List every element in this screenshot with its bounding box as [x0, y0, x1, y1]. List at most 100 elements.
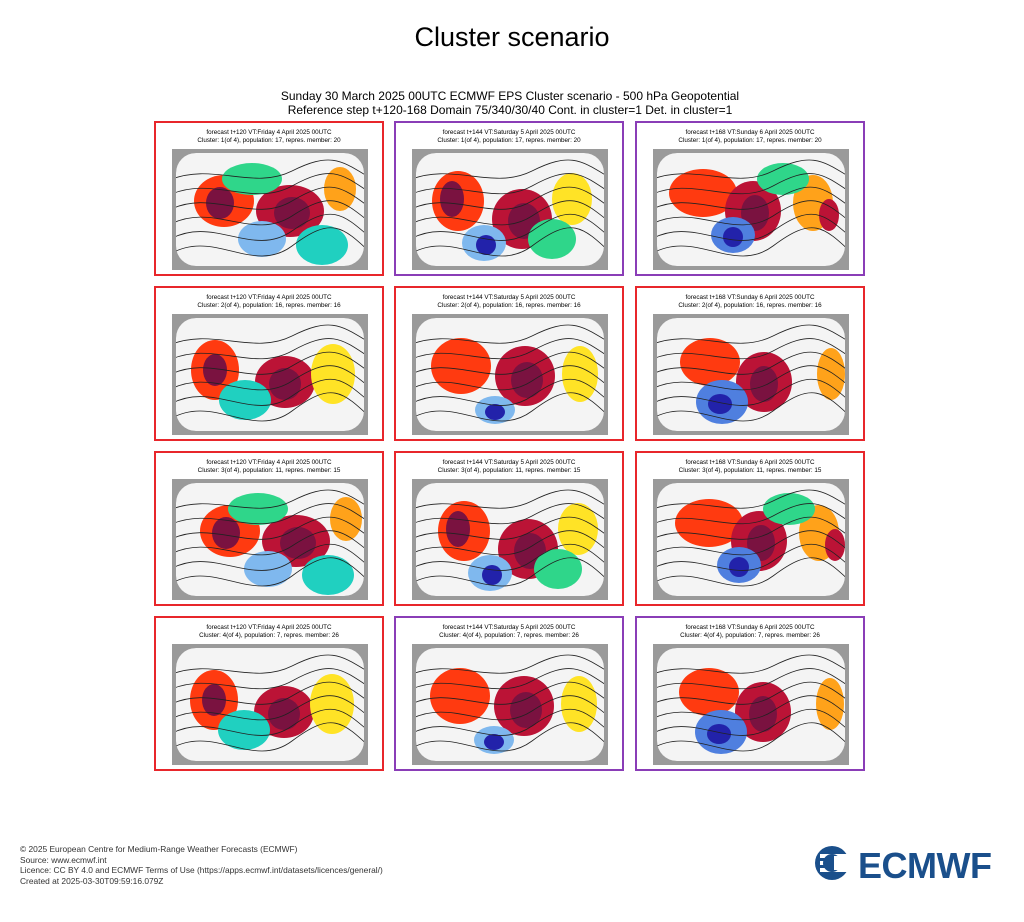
geopotential-contour [653, 708, 849, 736]
anomaly-blob [552, 173, 592, 225]
cluster-panel: forecast t+144 VT:Saturday 5 April 2025 … [394, 616, 624, 771]
cluster-panel: forecast t+120 VT:Friday 4 April 2025 00… [154, 286, 384, 441]
geopotential-contour [172, 503, 368, 525]
anomaly-blob [228, 493, 288, 525]
anomaly-blob [212, 517, 240, 549]
anomaly-blob [675, 499, 743, 547]
geopotential-contour [172, 186, 368, 210]
geopotential-contour [412, 708, 608, 736]
geopotential-contour [172, 681, 368, 705]
chart-header-line2: Reference step t+120-168 Domain 75/340/3… [287, 103, 733, 117]
anomaly-blob [510, 692, 542, 728]
anomaly-blob [723, 227, 743, 247]
geopotential-contour [653, 186, 849, 210]
geopotential-contour [412, 530, 608, 556]
cluster-panel: forecast t+168 VT:Sunday 6 April 2025 00… [635, 121, 865, 276]
anomaly-blob [511, 362, 543, 398]
geopotential-contour [172, 557, 368, 587]
geopotential-contour [172, 324, 368, 345]
geopotential-contour [172, 722, 368, 752]
cluster-panel: forecast t+168 VT:Sunday 6 April 2025 00… [635, 286, 865, 441]
geopotential-anomaly-map [653, 644, 849, 765]
geopotential-contour [412, 392, 608, 422]
geopotential-contour [412, 668, 608, 690]
anomaly-blob [484, 734, 504, 750]
panel-cluster-label: Cluster: 3(of 4), population: 11, repres… [678, 467, 822, 474]
cluster-panel: forecast t+168 VT:Sunday 6 April 2025 00… [635, 616, 865, 771]
anomaly-blob [816, 678, 844, 730]
anomaly-blob [330, 497, 362, 541]
panel-cluster-label: Cluster: 4(of 4), population: 7, repres.… [199, 632, 339, 639]
anomaly-blob [296, 225, 348, 265]
panel-forecast-label: forecast t+120 VT:Friday 4 April 2025 00… [206, 129, 332, 136]
geopotential-contour [412, 173, 608, 195]
panel-forecast-label: forecast t+168 VT:Sunday 6 April 2025 00… [685, 129, 815, 136]
geopotential-contour [172, 351, 368, 375]
panel-cluster-label: Cluster: 3(of 4), population: 11, repres… [197, 467, 341, 474]
geopotential-contour [412, 338, 608, 360]
anomaly-blob [269, 368, 301, 400]
geopotential-contour [172, 654, 368, 675]
geopotential-contour [172, 668, 368, 690]
panel-cluster-label: Cluster: 1(of 4), population: 17, repres… [437, 137, 581, 144]
cluster-panel: forecast t+120 VT:Friday 4 April 2025 00… [154, 121, 384, 276]
geopotential-anomaly-map [172, 149, 368, 270]
geopotential-anomaly-map [653, 149, 849, 270]
geopotential-contour [412, 365, 608, 391]
panel-cluster-label: Cluster: 2(of 4), population: 16, repres… [678, 302, 822, 309]
anomaly-blob [680, 338, 740, 386]
geopotential-contour [653, 365, 849, 391]
anomaly-blob [203, 354, 227, 386]
geopotential-anomaly-map [412, 644, 608, 765]
anomaly-blob [763, 493, 815, 525]
geopotential-anomaly-map [172, 479, 368, 600]
anomaly-blob [202, 684, 226, 716]
anomaly-blob [430, 668, 490, 724]
geopotential-anomaly-map [412, 479, 608, 600]
geopotential-contour [653, 489, 849, 510]
anomaly-blob [558, 503, 598, 555]
anomaly-blob [302, 555, 354, 595]
geopotential-contour [172, 489, 368, 510]
ecmwf-logo-icon [815, 846, 854, 880]
geopotential-contour [653, 516, 849, 540]
geopotential-contour [172, 159, 368, 180]
geopotential-contour [653, 213, 849, 241]
cluster-panel: forecast t+144 VT:Saturday 5 April 2025 … [394, 451, 624, 606]
anomaly-blob [534, 549, 582, 589]
geopotential-contour [653, 173, 849, 195]
anomaly-blob [440, 181, 464, 217]
geopotential-contour [412, 516, 608, 540]
anomaly-blob [749, 696, 777, 732]
anomaly-blob [280, 527, 316, 559]
anomaly-blob [669, 169, 737, 217]
geopotential-contour [653, 654, 849, 675]
geopotential-contour [412, 351, 608, 375]
geopotential-anomaly-map [172, 644, 368, 765]
panel-forecast-label: forecast t+144 VT:Saturday 5 April 2025 … [442, 459, 576, 466]
anomaly-blob [274, 197, 310, 229]
geopotential-contour [412, 557, 608, 587]
panel-forecast-label: forecast t+120 VT:Friday 4 April 2025 00… [206, 624, 332, 631]
geopotential-contour [412, 186, 608, 210]
geopotential-contour [412, 324, 608, 345]
anomaly-blob [708, 394, 732, 414]
anomaly-blob [244, 551, 292, 587]
ecmwf-logo: ECMWF [812, 843, 1008, 886]
footer-licence: Licence: CC BY 4.0 and ECMWF Terms of Us… [20, 865, 383, 875]
anomaly-blob [222, 163, 282, 195]
panel-forecast-label: forecast t+168 VT:Sunday 6 April 2025 00… [685, 459, 815, 466]
geopotential-contour [172, 392, 368, 422]
panel-cluster-label: Cluster: 4(of 4), population: 7, repres.… [680, 632, 820, 639]
panel-cluster-label: Cluster: 2(of 4), population: 16, repres… [437, 302, 581, 309]
geopotential-contour [653, 530, 849, 556]
geopotential-contour [653, 503, 849, 525]
geopotential-contour [412, 503, 608, 525]
geopotential-anomaly-map [412, 314, 608, 435]
anomaly-blob [679, 668, 739, 716]
geopotential-contour [653, 695, 849, 721]
anomaly-blob [485, 404, 505, 420]
anomaly-blob [817, 348, 845, 400]
anomaly-blob [561, 676, 597, 732]
geopotential-contour [172, 227, 368, 257]
